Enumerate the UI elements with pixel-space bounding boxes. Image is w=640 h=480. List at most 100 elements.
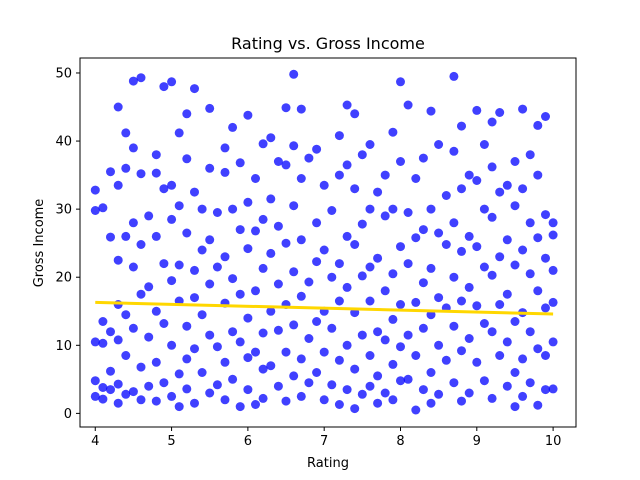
data-point	[228, 327, 238, 337]
data-point	[228, 122, 238, 132]
data-point	[251, 347, 260, 357]
data-point	[228, 204, 238, 214]
data-point	[502, 180, 512, 190]
data-point	[365, 262, 375, 272]
data-point	[312, 368, 322, 377]
data-point	[548, 337, 558, 347]
data-point	[205, 330, 215, 340]
data-point	[357, 389, 367, 399]
data-point	[174, 201, 184, 211]
data-point	[289, 320, 299, 330]
data-point	[373, 187, 383, 197]
data-point	[334, 355, 344, 365]
data-point	[258, 328, 268, 338]
data-point	[434, 293, 444, 303]
data-point	[464, 231, 474, 241]
data-point	[426, 204, 436, 214]
data-point	[464, 388, 474, 398]
data-point	[273, 221, 283, 231]
data-point	[365, 296, 375, 306]
data-points	[90, 69, 558, 415]
data-point	[418, 323, 428, 333]
data-point	[151, 306, 161, 316]
data-point	[190, 398, 199, 408]
data-point	[205, 163, 215, 173]
data-point	[533, 400, 543, 410]
data-point	[121, 231, 131, 241]
data-point	[418, 278, 428, 288]
data-point	[487, 117, 497, 127]
data-point	[380, 211, 390, 221]
data-point	[212, 380, 222, 390]
data-point	[388, 204, 398, 214]
data-point	[182, 354, 192, 364]
data-point	[342, 385, 352, 395]
data-point	[533, 120, 543, 130]
data-point	[403, 208, 413, 217]
data-point	[334, 296, 344, 306]
data-point	[312, 144, 322, 154]
data-point	[90, 337, 100, 347]
data-point	[106, 232, 115, 242]
data-point	[396, 300, 405, 309]
data-point	[502, 235, 512, 245]
data-point	[350, 109, 360, 119]
data-point	[266, 248, 276, 258]
data-point	[380, 335, 390, 345]
data-point	[151, 396, 161, 406]
data-point	[273, 381, 283, 391]
data-point	[487, 212, 497, 222]
data-point	[525, 378, 535, 388]
data-point	[304, 334, 314, 343]
data-point	[113, 379, 123, 389]
data-point	[479, 140, 489, 149]
data-point	[533, 344, 543, 354]
data-point	[151, 357, 161, 367]
data-point	[327, 380, 337, 390]
data-point	[113, 335, 123, 345]
data-point	[396, 242, 405, 252]
data-point	[159, 184, 169, 194]
data-point	[197, 204, 207, 214]
data-point	[167, 214, 177, 224]
data-point	[365, 204, 375, 214]
data-point	[357, 271, 367, 281]
data-point	[182, 384, 192, 394]
data-point	[258, 214, 268, 224]
data-point	[472, 301, 482, 311]
data-point	[121, 128, 131, 138]
data-point	[434, 228, 444, 238]
data-point	[548, 218, 558, 228]
data-point	[304, 378, 314, 388]
data-point	[365, 381, 375, 391]
data-point	[113, 180, 123, 190]
data-point	[251, 286, 260, 296]
data-point	[449, 218, 459, 228]
data-point	[418, 225, 428, 235]
data-point	[251, 400, 260, 409]
data-point	[167, 391, 177, 401]
data-point	[205, 103, 215, 113]
y-tick-label: 10	[55, 339, 72, 354]
data-point	[464, 282, 474, 292]
y-tick-label: 20	[55, 271, 72, 286]
data-point	[487, 393, 497, 403]
data-point	[541, 112, 550, 121]
x-tick-label: 6	[244, 434, 252, 449]
data-point	[121, 389, 131, 399]
data-point	[510, 317, 520, 326]
data-point	[434, 340, 444, 350]
data-point	[380, 388, 390, 398]
data-point	[136, 73, 146, 83]
data-point	[518, 104, 528, 114]
data-point	[281, 238, 291, 248]
data-point	[190, 293, 199, 303]
data-point	[144, 332, 154, 342]
data-point	[411, 233, 421, 243]
data-point	[472, 105, 482, 115]
data-point	[136, 395, 146, 405]
data-point	[136, 289, 146, 299]
data-point	[441, 240, 451, 249]
data-point	[128, 218, 138, 228]
data-point	[495, 252, 505, 262]
